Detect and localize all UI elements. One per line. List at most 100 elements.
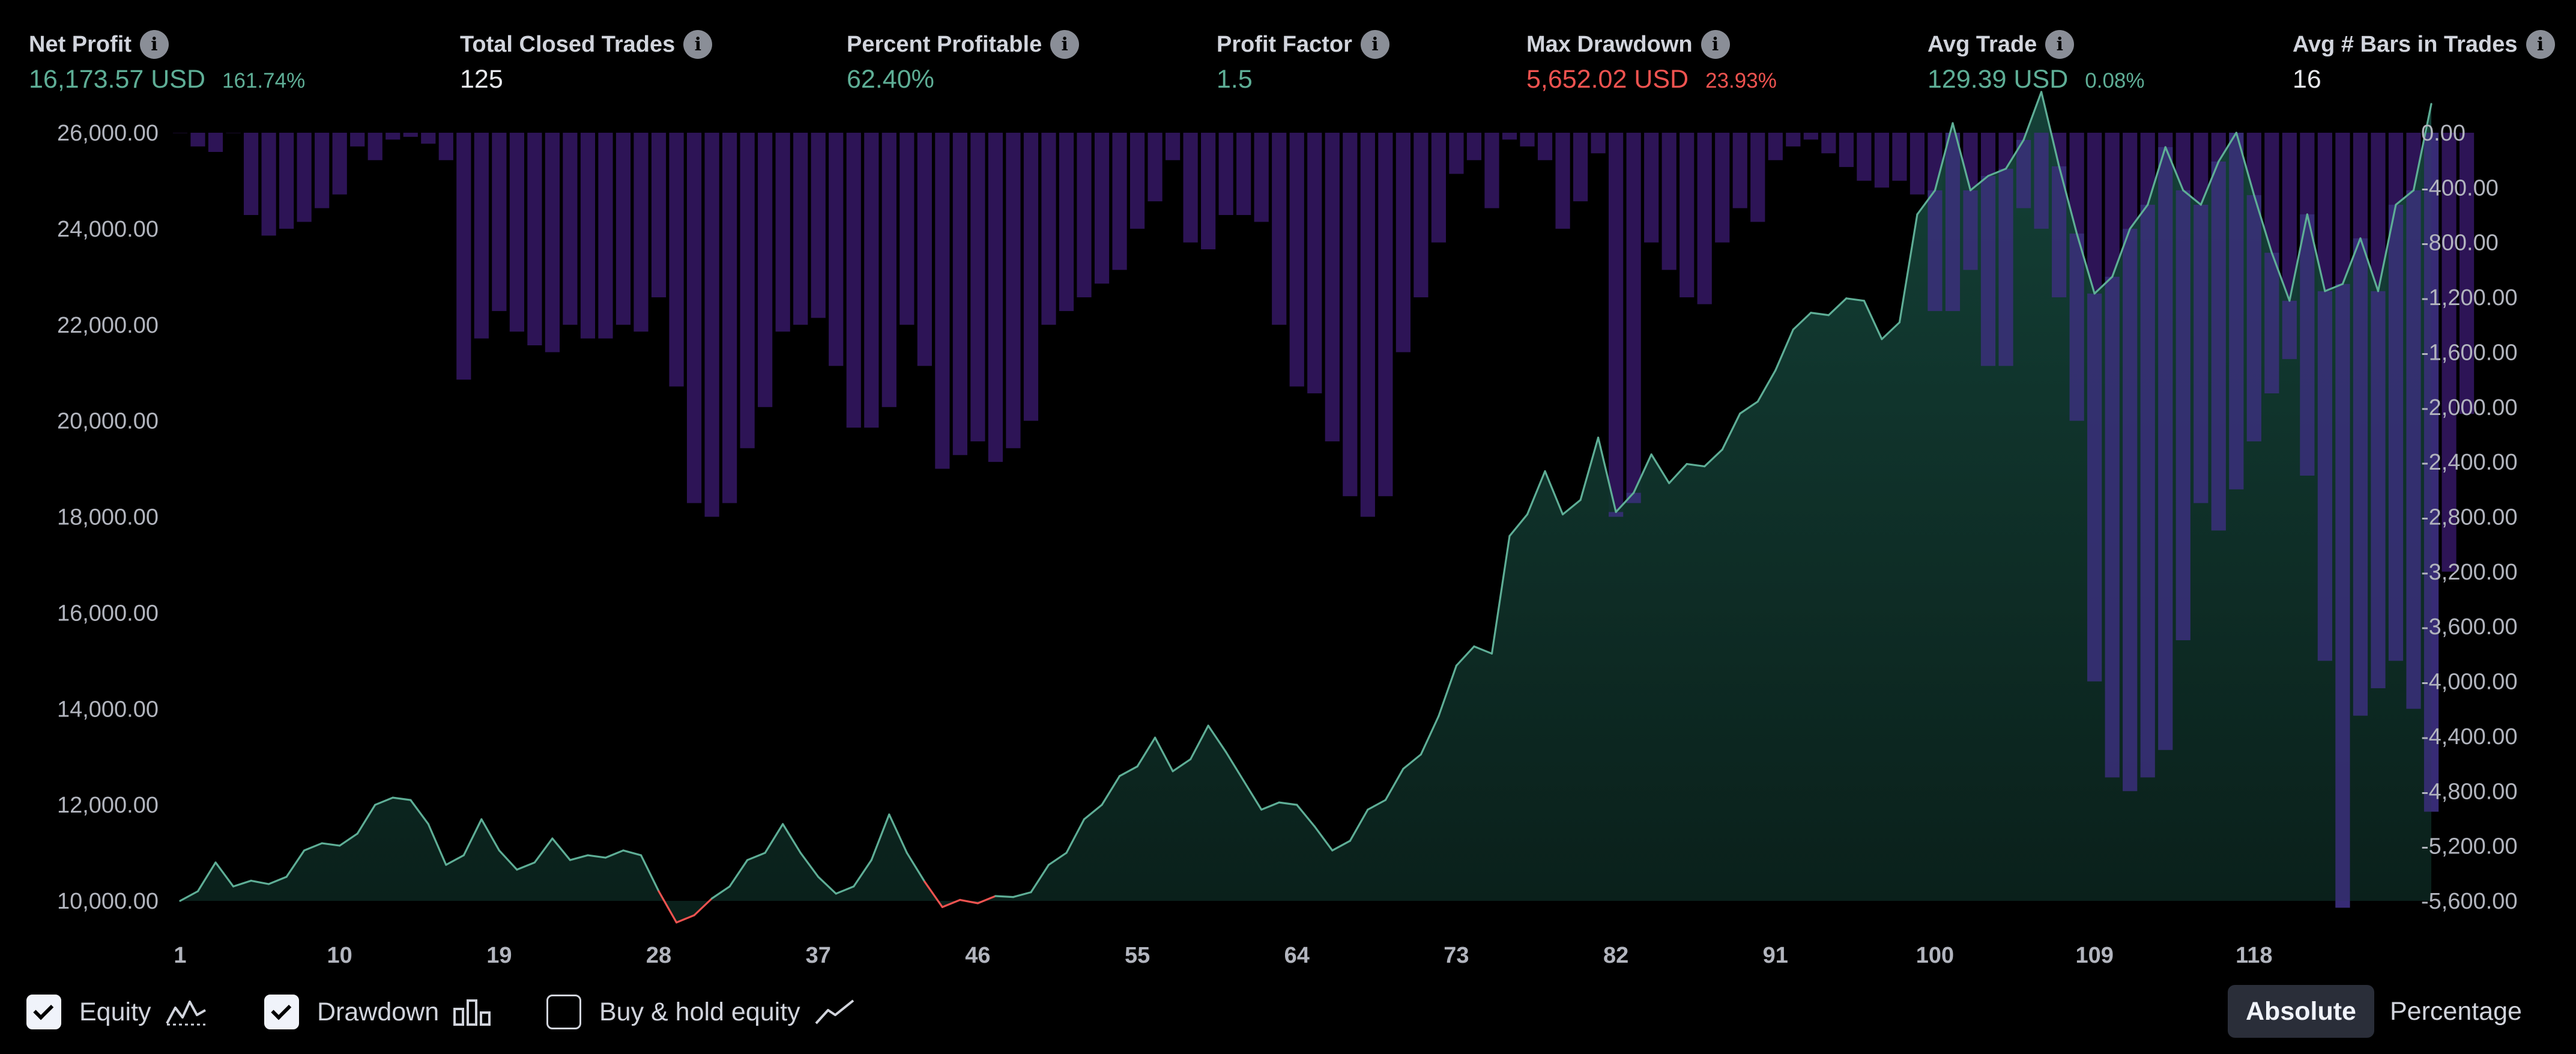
drawdown-bar [1697, 133, 1712, 304]
drawdown-bar [1644, 133, 1659, 243]
y-right-tick: -3,600.00 [2421, 614, 2518, 640]
equity-line-segment [2147, 146, 2166, 206]
equity-line-segment [1331, 840, 1351, 852]
buy-hold-checkbox[interactable] [546, 995, 581, 1029]
equity-line-segment [622, 849, 642, 856]
drawdown-bar-overlap [2016, 139, 2031, 208]
info-icon[interactable]: i [2526, 30, 2555, 59]
info-icon[interactable]: i [140, 30, 169, 59]
info-icon[interactable]: i [1701, 30, 1730, 59]
drawdown-bar [1874, 133, 1890, 188]
equity-line-segment [1172, 758, 1192, 772]
equity-line-segment [658, 890, 678, 924]
equity-line-segment [959, 898, 979, 904]
drawdown-bar-overlap [2317, 291, 2333, 661]
drawdown-bar-overlap [2140, 204, 2155, 778]
drawdown-bar [1041, 133, 1056, 325]
equity-line-segment [1633, 453, 1652, 494]
drawdown-bar [350, 133, 365, 147]
drawdown-bar [615, 133, 631, 325]
equity-line-segment [1047, 852, 1068, 866]
equity-toggle[interactable]: Equity [26, 985, 208, 1039]
info-icon[interactable]: i [1360, 30, 1389, 59]
drawdown-bar [758, 133, 773, 407]
drawdown-bar [1006, 133, 1021, 449]
metric-label: Profit Factor i [1217, 26, 1389, 62]
drawdown-bar [1129, 133, 1145, 229]
drawdown-bar [279, 133, 294, 229]
drawdown-bar [1183, 133, 1198, 243]
y-right-tick: -2,000.00 [2421, 395, 2518, 420]
drawdown-bar [545, 133, 560, 353]
check-icon [271, 999, 292, 1020]
metric-value: 1.5 [1217, 65, 1253, 94]
equity-line-segment [675, 914, 695, 924]
drawdown-bar [1750, 133, 1765, 222]
drawdown-bar [1661, 133, 1677, 270]
drawdown-bar [1325, 133, 1340, 441]
x-axis: 1 10 19 28 37 46 55 64 73 82 91 100 109 118 [174, 943, 2272, 968]
drawdown-bar [438, 133, 453, 160]
x-tick: 28 [646, 943, 671, 968]
y-right-tick: -4,000.00 [2421, 670, 2518, 695]
equity-line-segment [604, 849, 624, 859]
equity-line [179, 91, 2432, 924]
equity-line-segment [1792, 312, 1812, 331]
equity-line-segment [2341, 237, 2362, 285]
drawdown-checkbox[interactable] [264, 995, 299, 1029]
equity-checkbox[interactable] [26, 995, 61, 1029]
equity-line-segment [2111, 228, 2131, 278]
absolute-button[interactable]: Absolute [2228, 985, 2374, 1038]
info-icon[interactable]: i [2045, 30, 2075, 59]
metric-label: Max Drawdown i [1526, 26, 1777, 62]
metric-label: Percent Profitable i [847, 26, 1080, 62]
percentage-button[interactable]: Percentage [2390, 996, 2522, 1026]
metric-label-text: Percent Profitable [847, 31, 1042, 57]
metric-percent: 0.08% [2085, 69, 2145, 92]
drawdown-bar-overlap [1963, 190, 1978, 270]
drawdown-toggle[interactable]: Drawdown [264, 985, 495, 1039]
drawdown-bar-overlap [1998, 168, 2013, 366]
drawdown-bar [1555, 133, 1570, 229]
drawdown-bar [633, 133, 649, 332]
equity-line-segment [1810, 312, 1830, 317]
drawdown-bar [917, 133, 932, 366]
equity-line-segment [906, 852, 926, 883]
equity-line-segment [551, 837, 572, 861]
x-tick: 37 [806, 943, 831, 968]
y-right-tick: -800.00 [2421, 231, 2499, 256]
equity-toggle-label: Equity [79, 997, 151, 1026]
drawdown-bar [1857, 133, 1872, 181]
drawdown-bar [1023, 133, 1039, 421]
buy-hold-toggle[interactable]: Buy & hold equity [546, 985, 857, 1039]
drawdown-bar [686, 133, 702, 503]
drawdown-bar [403, 133, 418, 137]
metric-net-profit: Net Profit i 16,173.57 USD 161.74% [29, 26, 305, 94]
equity-line-segment [764, 823, 784, 854]
equity-line-segment [2324, 283, 2344, 292]
info-icon[interactable]: i [683, 30, 713, 59]
metric-value-row: 129.39 USD 0.08% [1927, 65, 2145, 94]
equity-line-segment [2076, 232, 2096, 295]
y-axis-right: 0.00 -400.00 -800.00 -1,200.00 -1,600.00 -2,0… [2421, 121, 2518, 914]
equity-area [180, 92, 2432, 922]
equity-line-segment [2235, 132, 2255, 196]
drawdown-overlay [1609, 133, 2439, 908]
equity-line-segment [1650, 453, 1670, 485]
x-tick: 55 [1125, 943, 1150, 968]
equity-line-segment [285, 849, 306, 878]
y-right-tick: -4,800.00 [2421, 779, 2518, 804]
metric-avg-trade: Avg Trade i 129.39 USD 0.08% [1927, 26, 2145, 94]
y-right-tick: -1,600.00 [2421, 340, 2518, 365]
equity-line-segment [1136, 736, 1156, 768]
drawdown-bar [1201, 133, 1216, 250]
y-left-tick: 12,000.00 [57, 793, 159, 818]
info-icon[interactable]: i [1050, 30, 1080, 59]
y-right-tick: -5,600.00 [2421, 889, 2518, 914]
metric-label: Avg Trade i [1927, 26, 2145, 62]
drawdown-bar [563, 133, 578, 325]
drawdown-bar [1431, 133, 1447, 243]
equity-line-segment [445, 854, 465, 866]
equity-line-segment [196, 861, 217, 892]
